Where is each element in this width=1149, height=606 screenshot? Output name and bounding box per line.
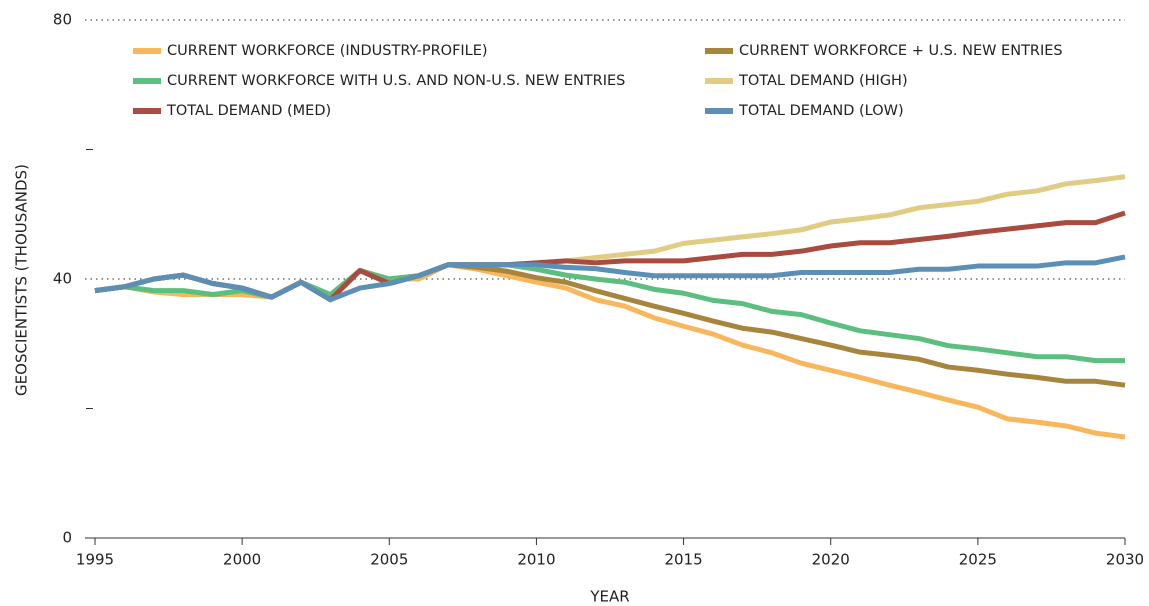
x-axis-label: YEAR: [589, 588, 629, 606]
legend-label: TOTAL DEMAND (LOW): [738, 103, 904, 119]
legend-swatch: [705, 48, 733, 54]
x-tick-label: 2015: [664, 551, 702, 569]
x-tick-label: 2020: [812, 551, 850, 569]
legend-swatch: [133, 78, 161, 84]
x-tick-label: 2030: [1106, 551, 1144, 569]
legend-swatch: [133, 48, 161, 54]
legend-swatch: [705, 78, 733, 84]
legend-label: TOTAL DEMAND (MED): [166, 103, 331, 119]
series-line: [94, 254, 1126, 303]
x-tick-label: 2010: [517, 551, 555, 569]
y-tick-label: 40: [53, 270, 72, 288]
x-tick-label: 2025: [959, 551, 997, 569]
legend-label: CURRENT WORKFORCE WITH U.S. AND NON-U.S.…: [167, 73, 625, 89]
legend-label: TOTAL DEMAND (HIGH): [738, 73, 908, 89]
legend-swatch: [705, 108, 733, 114]
y-tick-label: 80: [53, 11, 72, 29]
legend-label: CURRENT WORKFORCE (INDUSTRY-PROFILE): [167, 43, 488, 59]
x-tick-label: 1995: [76, 551, 114, 569]
legend-label: CURRENT WORKFORCE + U.S. NEW ENTRIES: [739, 43, 1063, 59]
x-tick-label: 2000: [223, 551, 261, 569]
x-tick-label: 2005: [370, 551, 408, 569]
y-axis-label: GEOSCIENTISTS (THOUSANDS): [13, 164, 31, 396]
legend-swatch: [133, 108, 161, 114]
y-tick-label: 0: [62, 529, 72, 547]
